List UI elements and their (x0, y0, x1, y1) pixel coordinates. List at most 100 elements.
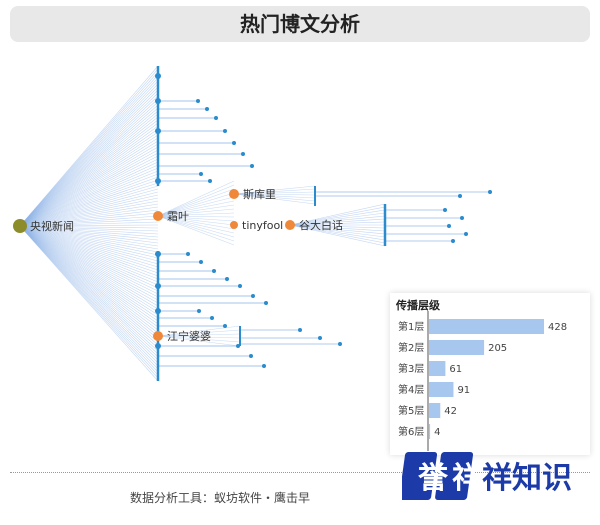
edge (19, 225, 159, 292)
leaf-dot (251, 294, 255, 298)
edge (19, 225, 159, 289)
edge (19, 225, 159, 268)
edge (157, 192, 235, 217)
edge (19, 143, 159, 227)
edge (19, 215, 159, 227)
edge (19, 218, 159, 227)
edge (233, 193, 316, 199)
bar-value-label: 428 (548, 322, 567, 333)
leaf-dot (458, 194, 462, 198)
edge (157, 215, 235, 230)
graph-edges (19, 65, 490, 382)
edge (157, 215, 235, 246)
edge (19, 167, 159, 227)
edge (19, 80, 159, 227)
graph-leaves (155, 73, 492, 368)
bar (429, 340, 485, 355)
spine-node (155, 251, 161, 257)
edge (19, 119, 159, 227)
leaf-dot (262, 364, 266, 368)
edge (19, 191, 159, 227)
edge (19, 224, 159, 227)
edge (19, 179, 159, 227)
edge (19, 95, 159, 227)
edge (157, 215, 235, 242)
node-1-label: 霜叶 (167, 210, 189, 223)
leaf-dot (210, 316, 214, 320)
edge (289, 206, 386, 226)
edge (233, 193, 316, 202)
node-root[interactable] (13, 219, 27, 233)
edge (19, 86, 159, 227)
edge (19, 107, 159, 227)
edge (157, 204, 235, 217)
edge (19, 225, 159, 232)
edge (19, 116, 159, 227)
edge (157, 215, 235, 222)
edge (19, 225, 159, 298)
edge (19, 71, 159, 227)
edge (19, 225, 159, 283)
edge (19, 173, 159, 227)
edge (157, 184, 235, 217)
edge (157, 200, 235, 217)
bar-category-label: 第5层 (398, 404, 424, 417)
propagation-graph: 央视新闻 霜叶 斯库里 tinyfool 谷大白话 江宁婆婆 (13, 65, 492, 382)
bar-category-label: 第3层 (398, 362, 424, 375)
edge (19, 225, 159, 250)
edge (19, 225, 159, 325)
leaf-dot (447, 224, 451, 228)
edge (19, 225, 159, 280)
edge (157, 215, 235, 218)
brand-char-1: 誉 (418, 461, 449, 496)
edge (157, 188, 235, 217)
edge (19, 225, 159, 373)
edge (19, 161, 159, 227)
edge (289, 221, 386, 226)
leaf-dot (223, 129, 227, 133)
edge (19, 164, 159, 227)
edge (19, 225, 159, 349)
spine-node (155, 128, 161, 134)
node-4[interactable] (285, 220, 295, 230)
edge (19, 155, 159, 227)
edge (19, 225, 159, 382)
edge (19, 225, 159, 271)
node-1[interactable] (153, 211, 163, 221)
edge (19, 83, 159, 227)
edge (19, 225, 159, 364)
edge (19, 185, 159, 227)
edge (19, 146, 159, 227)
leaf-dot (197, 309, 201, 313)
leaf-dot (460, 216, 464, 220)
edge (19, 225, 159, 310)
leaf-dot (298, 328, 302, 332)
edge (289, 209, 386, 226)
node-2[interactable] (229, 189, 239, 199)
brand-char-2: 祥 (452, 461, 482, 496)
bar (429, 382, 454, 397)
edge (19, 225, 159, 244)
layer-bar-chart: 传播层级 第1层 428 第2层 205 第3层 61 第4层 91 第5层 42 第6层 4 (390, 293, 590, 455)
leaf-dot (225, 277, 229, 281)
edge (19, 225, 159, 313)
leaf-dot (236, 344, 240, 348)
edge (19, 158, 159, 227)
edge (289, 203, 386, 226)
node-5[interactable] (153, 331, 163, 341)
bar (429, 361, 446, 376)
edge (289, 218, 386, 226)
edge (19, 131, 159, 227)
bar (429, 319, 544, 334)
edge (289, 212, 386, 226)
edge (19, 65, 159, 227)
edge (19, 197, 159, 227)
bar-chart-svg: 第1层 428 第2层 205 第3层 61 第4层 91 第5层 42 第6层 4 (398, 311, 567, 451)
spine-node (155, 98, 161, 104)
leaf-dot (186, 252, 190, 256)
leaf-dot (214, 116, 218, 120)
node-3[interactable] (230, 221, 238, 229)
edge (19, 92, 159, 227)
leaf-dot (249, 354, 253, 358)
edge (19, 225, 159, 367)
